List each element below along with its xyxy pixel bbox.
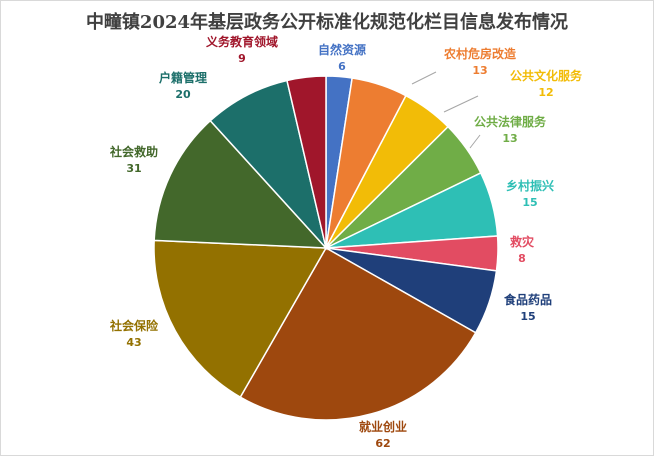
slice-value-2: 13 xyxy=(472,64,487,77)
slice-label-12: 义务教育领域 xyxy=(205,34,278,49)
leader-line-3 xyxy=(443,95,479,113)
slice-value-3: 12 xyxy=(538,86,553,99)
pie-slices xyxy=(153,75,499,421)
slice-value-11: 20 xyxy=(175,88,191,101)
slice-label-2: 农村危房改造 xyxy=(443,46,517,61)
slice-labels: 自然资源 6 农村危房改造 13 公共文化服务 12 公共法律服务 13 乡村振兴 15 救灾 8 食品… xyxy=(109,34,583,450)
leader-line-4 xyxy=(469,134,481,149)
slice-value-12: 9 xyxy=(238,52,246,65)
leader-lines xyxy=(411,71,481,149)
slice-label-3: 公共文化服务 xyxy=(510,68,583,83)
slice-value-8: 62 xyxy=(375,437,390,450)
slice-value-1: 6 xyxy=(338,60,346,73)
pie-slice-9 xyxy=(153,239,328,399)
slice-label-8: 就业创业 xyxy=(359,419,407,434)
slice-label-11: 户籍管理 xyxy=(159,70,207,85)
slice-label-9: 社会保险 xyxy=(109,318,159,333)
pie-slice-11 xyxy=(209,79,328,251)
chart-title: 中疃镇2024年基层政务公开标准化规范化栏目信息发布情况 xyxy=(85,12,569,33)
slice-label-6: 救灾 xyxy=(510,234,535,249)
pie-slice-10 xyxy=(153,119,328,249)
slice-value-5: 15 xyxy=(522,196,537,209)
slice-value-9: 43 xyxy=(126,336,141,349)
slice-label-4: 公共法律服务 xyxy=(474,114,547,129)
slice-label-1: 自然资源 xyxy=(318,42,366,57)
slice-value-7: 15 xyxy=(520,310,535,323)
slice-label-5: 乡村振兴 xyxy=(506,178,554,193)
slice-label-7: 食品药品 xyxy=(503,292,552,307)
pie-slice-8 xyxy=(239,246,477,421)
pie-slice-12 xyxy=(286,75,327,249)
slice-value-6: 8 xyxy=(518,252,526,265)
leader-line-2 xyxy=(411,71,437,85)
slice-value-4: 13 xyxy=(502,132,517,145)
slice-label-10: 社会救助 xyxy=(109,144,158,159)
slice-value-10: 31 xyxy=(126,162,141,175)
